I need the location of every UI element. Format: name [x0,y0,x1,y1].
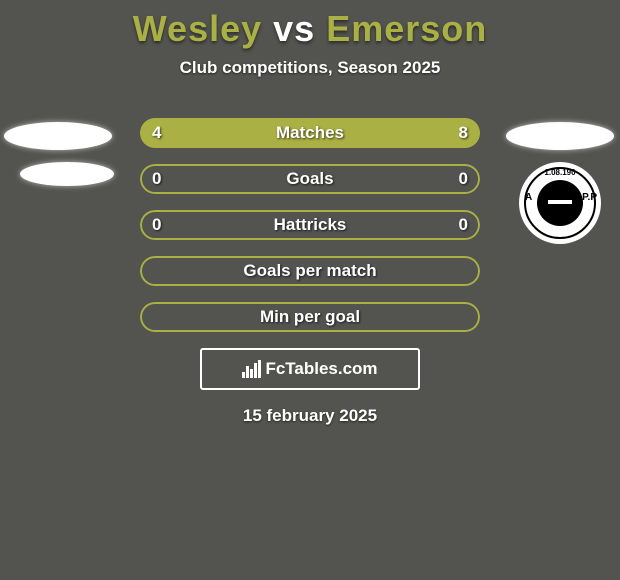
stat-label: Min per goal [140,302,480,332]
title: Wesley vs Emerson [0,0,620,50]
brand-text: FcTables.com [265,359,377,379]
bar-chart-icon [242,360,261,378]
stat-row: 00Hattricks [140,210,480,240]
player1-name: Wesley [133,8,262,49]
stat-label: Matches [140,118,480,148]
stat-label: Goals per match [140,256,480,286]
stat-row: 48Matches [140,118,480,148]
stat-row: Min per goal [140,302,480,332]
date-label: 15 february 2025 [0,406,620,426]
brand-footer: FcTables.com [200,348,420,390]
subtitle: Club competitions, Season 2025 [0,58,620,78]
stat-row: Goals per match [140,256,480,286]
stat-label: Goals [140,164,480,194]
stat-label: Hattricks [140,210,480,240]
stats-area: 48Matches 00Goals 00Hattricks Goals per mat… [0,118,620,332]
player2-name: Emerson [326,8,487,49]
vs-text: vs [273,8,315,49]
comparison-card: Wesley vs Emerson Club competitions, Sea… [0,0,620,580]
stat-row: 00Goals [140,164,480,194]
